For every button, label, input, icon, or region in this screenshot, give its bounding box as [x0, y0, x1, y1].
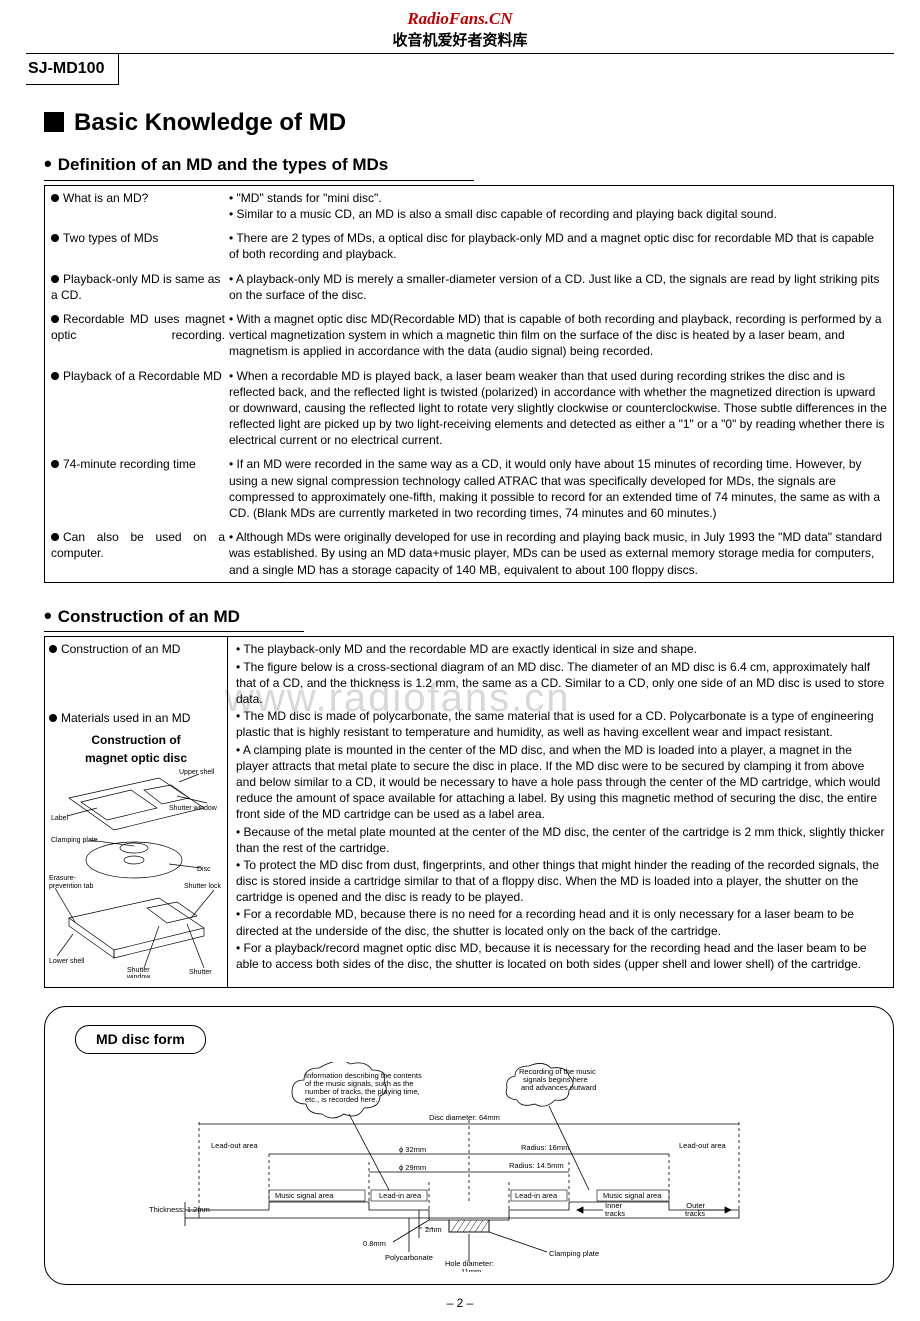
definition-paragraph: Similar to a music CD, an MD is also a s… [229, 206, 887, 222]
construction-paragraph: To protect the MD disc from dust, finger… [236, 857, 885, 906]
svg-text:Disc: Disc [197, 866, 211, 873]
construction-paragraph: For a playback/record magnet optic disc … [236, 940, 885, 972]
diagram-title-2: magnet optic disc [49, 750, 223, 766]
svg-text:Music signal area: Music signal area [603, 1191, 662, 1200]
header-brand: RadioFans.CN 收音机爱好者资料库 [26, 8, 894, 51]
main-heading: Basic Knowledge of MD [44, 107, 894, 139]
diagram-title-1: Construction of [49, 732, 223, 748]
construction-paragraph: The figure below is a cross-sectional di… [236, 659, 885, 708]
construction-paragraph: The MD disc is made of polycarbonate, th… [236, 708, 885, 740]
definition-label: Recordable MD uses magnet optic recordin… [51, 311, 229, 343]
model-number: SJ-MD100 [26, 54, 119, 85]
definition-paragraph: "MD" stands for "mini disc". [229, 190, 887, 206]
md-disc-form-box: MD disc form [44, 1006, 894, 1285]
svg-text:Radius: 16mm: Radius: 16mm [521, 1143, 569, 1152]
svg-text:Shutter: Shutter [189, 969, 212, 976]
definition-paragraph: A playback-only MD is merely a smaller-d… [229, 271, 887, 303]
construction-left-column: Construction of an MD Materials used in … [45, 637, 228, 987]
svg-text:2mm: 2mm [425, 1225, 442, 1234]
definition-body: "MD" stands for "mini disc".Similar to a… [229, 190, 887, 222]
svg-text:Shutter lock: Shutter lock [184, 883, 221, 890]
section-definition-heading: Definition of an MD and the types of MDs [44, 149, 474, 181]
definition-body: With a magnet optic disc MD(Recordable M… [229, 311, 887, 360]
construction-label-1: Construction of an MD [49, 641, 223, 657]
definition-label: Playback-only MD is same as a CD. [51, 271, 229, 303]
definition-body: When a recordable MD is played back, a l… [229, 368, 887, 449]
definition-body: Although MDs were originally developed f… [229, 529, 887, 578]
svg-text:Erasure-prevention tab: Erasure-prevention tab [49, 875, 93, 890]
definition-label: 74-minute recording time [51, 456, 229, 472]
svg-text:Music signal area: Music signal area [275, 1191, 334, 1200]
page-number: – 2 – [26, 1295, 894, 1311]
svg-text:Lead-in area: Lead-in area [379, 1191, 422, 1200]
svg-text:Outertracks: Outertracks [685, 1201, 706, 1218]
svg-text:ϕ 29mm: ϕ 29mm [399, 1163, 426, 1172]
disc-form-diagram-svg: Information describing the contentsof th… [149, 1062, 789, 1272]
construction-body: The playback-only MD and the recordable … [228, 637, 893, 987]
construction-paragraph: The playback-only MD and the recordable … [236, 641, 885, 657]
definition-paragraph: With a magnet optic disc MD(Recordable M… [229, 311, 887, 360]
svg-text:Lower shell: Lower shell [49, 958, 85, 965]
cartridge-diagram-svg: Upper shell Label Shutter window Clampin… [49, 768, 224, 978]
magnet-optic-disc-diagram: Construction of magnet optic disc [49, 732, 223, 983]
definition-label: Can also be used on a computer. [51, 529, 229, 561]
definition-label: Two types of MDs [51, 230, 229, 246]
svg-text:Lead-out area: Lead-out area [211, 1141, 259, 1150]
svg-text:0.8mm: 0.8mm [363, 1239, 386, 1248]
construction-paragraph: Because of the metal plate mounted at th… [236, 824, 885, 856]
brand-line-2: 收音机爱好者资料库 [26, 31, 894, 51]
svg-text:ϕ 32mm: ϕ 32mm [399, 1145, 426, 1154]
svg-text:Information describing the con: Information describing the contentsof th… [305, 1071, 422, 1104]
definition-paragraph: If an MD were recorded in the same way a… [229, 456, 887, 521]
svg-text:Lead-out area: Lead-out area [679, 1141, 727, 1150]
definition-table: What is an MD?"MD" stands for "mini disc… [44, 185, 894, 583]
svg-text:Clamping plate: Clamping plate [51, 837, 98, 844]
construction-label-2: Materials used in an MD [49, 710, 223, 726]
svg-text:Lead-in area: Lead-in area [515, 1191, 558, 1200]
svg-text:Upper shell: Upper shell [179, 769, 215, 776]
construction-paragraph: For a recordable MD, because there is no… [236, 906, 885, 938]
svg-text:Radius: 14.5mm: Radius: 14.5mm [509, 1161, 564, 1170]
svg-text:Recording of the musicsignals: Recording of the musicsignals begins her… [519, 1067, 596, 1092]
definition-label: What is an MD? [51, 190, 229, 206]
definition-body: A playback-only MD is merely a smaller-d… [229, 271, 887, 303]
svg-text:Thickness: 1.2mm: Thickness: 1.2mm [149, 1205, 210, 1214]
svg-text:Shutter window: Shutter window [169, 805, 218, 812]
svg-text:Clamping plate: Clamping plate [549, 1249, 599, 1258]
definition-paragraph: When a recordable MD is played back, a l… [229, 368, 887, 449]
definition-label: Playback of a Recordable MD [51, 368, 229, 384]
svg-text:Label: Label [51, 815, 69, 822]
definition-paragraph: Although MDs were originally developed f… [229, 529, 887, 578]
section-construction-heading: Construction of an MD [44, 601, 304, 633]
md-disc-form-label: MD disc form [75, 1025, 206, 1054]
svg-text:Polycarbonate: Polycarbonate [385, 1253, 433, 1262]
svg-text:Hole diameter:11mm: Hole diameter:11mm [445, 1259, 494, 1272]
construction-paragraph: A clamping plate is mounted in the cente… [236, 742, 885, 823]
svg-text:Shutterwindow: Shutterwindow [126, 967, 151, 978]
definition-body: If an MD were recorded in the same way a… [229, 456, 887, 521]
definition-paragraph: There are 2 types of MDs, a optical disc… [229, 230, 887, 262]
svg-text:Disc diameter: 64mm: Disc diameter: 64mm [429, 1113, 500, 1122]
brand-line-1: RadioFans.CN [26, 8, 894, 31]
definition-body: There are 2 types of MDs, a optical disc… [229, 230, 887, 262]
construction-table: www.radiofans.cn Construction of an MD M… [44, 636, 894, 988]
